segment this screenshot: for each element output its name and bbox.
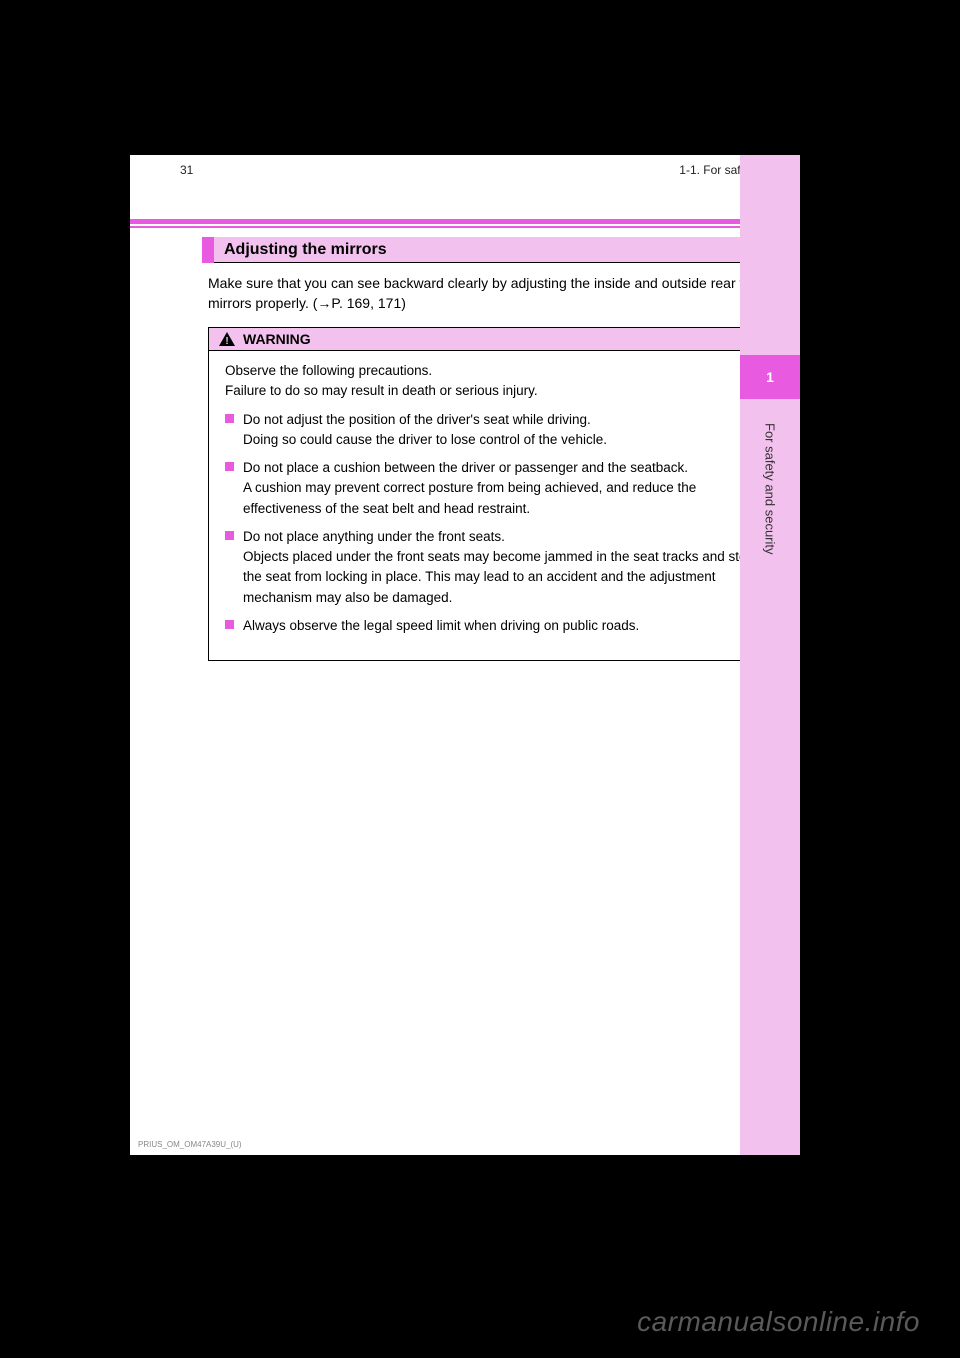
- page-header: 31 1-1. For safe use: [130, 163, 800, 177]
- warning-icon: !: [219, 332, 235, 346]
- header-rule-thick: [130, 219, 800, 224]
- section-accent: [202, 237, 214, 263]
- chapter-number-box: 1: [740, 355, 800, 399]
- footer-doc-code: PRIUS_OM_OM47A39U_(U): [138, 1140, 242, 1149]
- warning-item: Do not place anything under the front se…: [225, 527, 773, 608]
- section-heading-bar: Adjusting the mirrors: [202, 237, 790, 263]
- watermark-text: carmanualsonline.info: [0, 1306, 960, 1338]
- header-rule-thin: [130, 226, 800, 228]
- svg-text:!: !: [225, 336, 228, 346]
- section-title: Adjusting the mirrors: [214, 237, 790, 263]
- side-tab: 1 For safety and security: [740, 155, 800, 1155]
- warning-heading: ! WARNING: [209, 328, 789, 351]
- side-tab-label: For safety and security: [740, 415, 800, 815]
- warning-body: Observe the following precautions. Failu…: [209, 351, 789, 660]
- warning-item: Do not place a cushion between the drive…: [225, 458, 773, 519]
- page-number: 31: [180, 163, 193, 177]
- warning-list: Do not adjust the position of the driver…: [225, 410, 773, 637]
- warning-item: Do not adjust the position of the driver…: [225, 410, 773, 451]
- warning-lead: Observe the following precautions. Failu…: [225, 361, 773, 402]
- warning-box: ! WARNING Observe the following precauti…: [208, 327, 790, 661]
- manual-page: 31 1-1. For safe use Adjusting the mirro…: [130, 155, 800, 1155]
- warning-item: Always observe the legal speed limit whe…: [225, 616, 773, 636]
- section-intro-text: Make sure that you can see backward clea…: [208, 273, 778, 314]
- warning-label: WARNING: [243, 331, 311, 347]
